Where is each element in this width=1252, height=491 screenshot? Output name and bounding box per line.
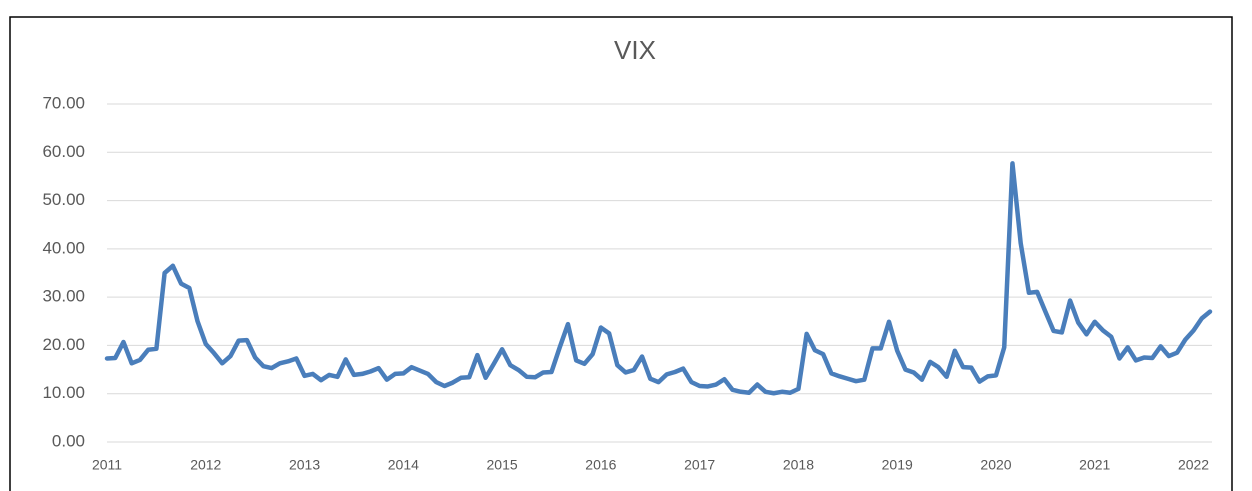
x-tick-label: 2022 [1178, 457, 1209, 473]
y-tick-label: 0.00 [52, 431, 85, 450]
x-tick-label: 2021 [1079, 457, 1110, 473]
x-tick-label: 2012 [190, 457, 221, 473]
x-tick-label: 2016 [585, 457, 616, 473]
chart-border [9, 16, 1233, 491]
y-tick-label: 70.00 [42, 93, 85, 112]
y-tick-label: 40.00 [42, 238, 85, 257]
x-tick-label: 2015 [487, 457, 518, 473]
y-tick-label: 30.00 [42, 287, 85, 306]
y-tick-label: 10.00 [42, 383, 85, 402]
x-tick-label: 2018 [783, 457, 814, 473]
x-tick-label: 2019 [882, 457, 913, 473]
chart-title: VIX [614, 35, 656, 65]
y-tick-label: 20.00 [42, 335, 85, 354]
y-tick-label: 60.00 [42, 142, 85, 161]
x-tick-label: 2013 [289, 457, 320, 473]
x-tick-label: 2020 [980, 457, 1011, 473]
x-tick-label: 2017 [684, 457, 715, 473]
x-tick-label: 2014 [388, 457, 419, 473]
y-tick-label: 50.00 [42, 190, 85, 209]
data-line [104, 161, 1213, 396]
x-tick-label: 2011 [92, 457, 122, 473]
